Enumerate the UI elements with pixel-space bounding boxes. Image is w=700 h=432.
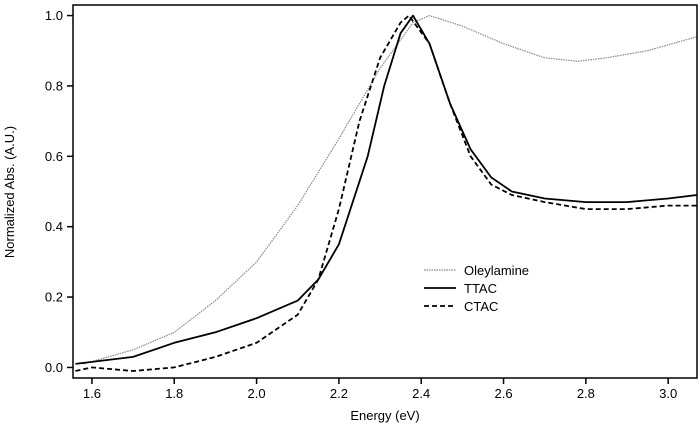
series-line-ctac	[75, 14, 697, 372]
series-line-oleylamine	[83, 15, 698, 365]
x-tick-label: 2.4	[412, 386, 430, 401]
y-tick-label: 0.4	[45, 219, 63, 234]
series-line-ttac	[75, 14, 698, 365]
y-tick-label: 0.6	[45, 149, 63, 164]
x-tick-label: 2.2	[330, 386, 348, 401]
y-axis-ticks: 0.0 0.2 0.4 0.6 0.8 1.0	[45, 8, 73, 375]
legend-label: CTAC	[464, 299, 498, 314]
y-tick-label: 0.2	[45, 290, 63, 305]
x-tick-label: 2.6	[495, 386, 513, 401]
y-tick-label: 1.0	[45, 8, 63, 23]
x-axis-label: Energy (eV)	[350, 408, 419, 423]
x-tick-label: 1.8	[165, 386, 183, 401]
plot-frame	[72, 4, 698, 379]
x-tick-label: 3.0	[659, 386, 677, 401]
y-tick-label: 0.8	[45, 78, 63, 93]
y-axis-label: Normalized Abs. (A.U.)	[2, 126, 17, 258]
x-tick-label: 2.0	[248, 386, 266, 401]
y-tick-label: 0.0	[45, 360, 63, 375]
x-tick-label: 1.6	[83, 386, 101, 401]
series-lines	[75, 14, 698, 372]
x-axis-ticks: 1.6 1.8 2.0 2.2 2.4 2.6 2.8 3.0	[83, 378, 677, 401]
legend: Oleylamine TTAC CTAC	[424, 263, 529, 314]
x-tick-label: 2.8	[577, 386, 595, 401]
legend-label: Oleylamine	[464, 263, 529, 278]
legend-label: TTAC	[464, 281, 497, 296]
